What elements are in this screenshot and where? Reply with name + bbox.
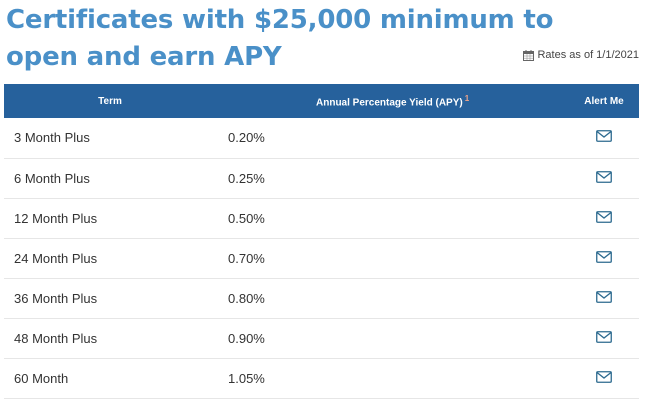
- term-cell: 6 Month Plus: [14, 170, 90, 186]
- envelope-icon[interactable]: [596, 330, 612, 343]
- alert-cell: [569, 158, 639, 198]
- alert-cell: [569, 118, 639, 158]
- apy-cell: 0.50%: [228, 210, 265, 226]
- page-title: Certificates with $25,000 minimum to ope…: [6, 5, 554, 72]
- alert-cell: [569, 278, 639, 318]
- term-cell: 3 Month Plus: [14, 130, 90, 146]
- term-cell: 48 Month Plus: [14, 330, 98, 346]
- rates-as-of-text: Rates as of 1/1/2021: [537, 49, 639, 61]
- apy-cell: 1.05%: [228, 370, 265, 386]
- apy-cell: 0.70%: [228, 250, 265, 266]
- envelope-icon[interactable]: [596, 370, 612, 383]
- term-cell: 12 Month Plus: [14, 210, 98, 226]
- rates-table: Term Annual Percentage Yield (APY) 1 Aler…: [4, 84, 639, 399]
- column-header-apy: Annual Percentage Yield (APY) 1: [216, 84, 569, 118]
- table-row: 6 Month Plus 0.25%: [4, 158, 639, 198]
- alert-cell: [569, 318, 639, 358]
- apy-cell: 0.90%: [228, 330, 265, 346]
- alert-cell: [569, 358, 639, 398]
- envelope-icon[interactable]: [596, 170, 612, 183]
- column-header-apy-label: Annual Percentage Yield (APY): [316, 97, 463, 109]
- term-cell: 24 Month Plus: [14, 250, 98, 266]
- envelope-icon[interactable]: [596, 210, 612, 223]
- alert-cell: [569, 238, 639, 278]
- envelope-icon[interactable]: [596, 250, 612, 263]
- table-row: 48 Month Plus 0.90%: [4, 318, 639, 358]
- table-row: 3 Month Plus 0.20%: [4, 118, 639, 158]
- table-header-row: Term Annual Percentage Yield (APY) 1 Aler…: [4, 84, 639, 118]
- apy-cell: 0.20%: [228, 130, 265, 146]
- alert-cell: [569, 198, 639, 238]
- table-row: 24 Month Plus 0.70%: [4, 238, 639, 278]
- apy-footnote-link[interactable]: 1: [464, 93, 470, 103]
- rates-as-of: Rates as of 1/1/2021: [523, 49, 639, 61]
- column-header-alert: Alert Me: [584, 95, 624, 107]
- table-row: 60 Month 1.05%: [4, 358, 639, 398]
- apy-cell: 0.80%: [228, 290, 265, 306]
- column-header-term: Term: [98, 95, 122, 107]
- term-cell: 60 Month: [14, 370, 69, 386]
- calendar-icon: [523, 49, 535, 61]
- apy-cell: 0.25%: [228, 170, 265, 186]
- table-row: 12 Month Plus 0.50%: [4, 198, 639, 238]
- envelope-icon[interactable]: [596, 290, 612, 303]
- table-row: 36 Month Plus 0.80%: [4, 278, 639, 318]
- term-cell: 36 Month Plus: [14, 290, 98, 306]
- envelope-icon[interactable]: [596, 130, 612, 143]
